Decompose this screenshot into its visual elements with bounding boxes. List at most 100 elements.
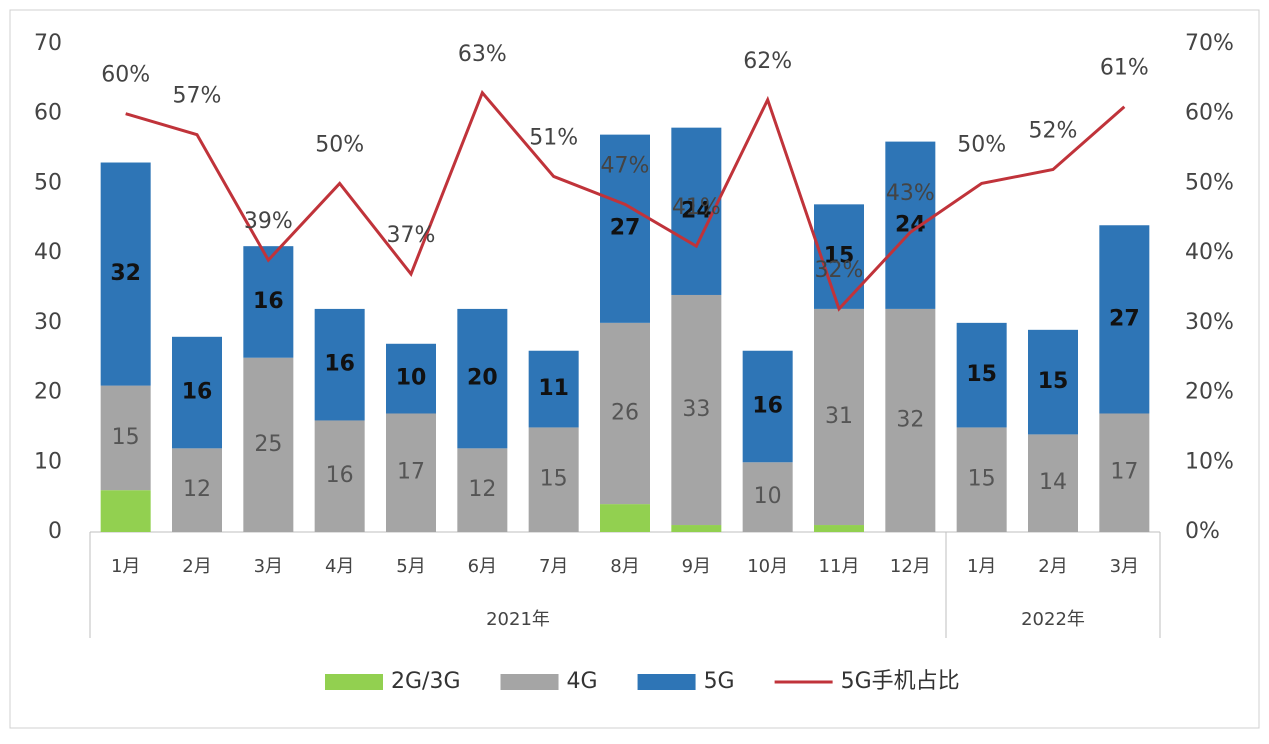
bar-label: 25 (254, 432, 282, 457)
x-tick-label: 7月 (539, 556, 568, 577)
bar-segment (172, 336, 222, 449)
legend-swatch (500, 674, 559, 690)
x-tick-label: 2月 (1038, 556, 1067, 577)
group-label: 2022年 (1021, 609, 1085, 630)
line-label: 50% (315, 132, 364, 157)
line-label: 47% (601, 153, 650, 178)
bar-label: 32 (896, 407, 924, 432)
y-tick-label: 70 (34, 31, 62, 56)
line-label: 41% (672, 195, 721, 220)
bar-segment (814, 308, 864, 526)
bar-label: 20 (467, 366, 498, 391)
y2-tick-label: 40% (1185, 240, 1234, 265)
bar-label: 14 (1039, 470, 1067, 495)
y-tick-label: 50 (34, 170, 62, 195)
bar-segment (528, 350, 579, 428)
line-label: 39% (244, 209, 293, 234)
bar-segment (1099, 225, 1150, 414)
group-label: 2021年 (486, 609, 550, 630)
legend-swatch (325, 674, 383, 690)
bar-segment (742, 350, 793, 463)
bar-label: 31 (825, 404, 853, 429)
bar-label: 27 (610, 216, 641, 241)
bar-segment (100, 490, 151, 532)
x-tick-label: 3月 (1110, 556, 1139, 577)
line-label: 51% (529, 125, 578, 150)
bar-segment (243, 246, 294, 358)
x-tick-label: 8月 (610, 556, 639, 577)
line-label: 63% (458, 42, 507, 67)
bar-segment (100, 385, 151, 491)
line-label: 57% (173, 84, 222, 109)
bar-label: 12 (468, 477, 496, 502)
bar-segment (457, 448, 508, 532)
line-label: 61% (1100, 56, 1149, 81)
bar-label: 16 (324, 352, 355, 377)
bar-label: 15 (968, 467, 996, 492)
legend-label: 5G手机占比 (841, 669, 960, 694)
bar-segment (885, 308, 936, 532)
y2-tick-label: 60% (1185, 101, 1234, 126)
bar-label: 16 (326, 463, 354, 488)
bar-segment (600, 134, 650, 323)
bar-label: 27 (1109, 306, 1140, 331)
bar-segment (600, 322, 650, 505)
legend-label: 4G (567, 669, 598, 694)
bar-segment (600, 504, 650, 532)
legend-swatch (637, 674, 696, 690)
x-tick-label: 6月 (468, 556, 497, 577)
y-tick-label: 10 (34, 449, 62, 474)
bar-segment (457, 308, 508, 449)
line-label: 43% (886, 181, 935, 206)
bar-segment (1028, 329, 1078, 435)
bar-segment (671, 525, 722, 532)
bar-label: 17 (397, 460, 425, 485)
bar-segment (100, 162, 151, 386)
y2-tick-label: 10% (1185, 449, 1234, 474)
bar-label: 15 (966, 362, 997, 387)
bar-label: 26 (611, 400, 639, 425)
x-tick-label: 5月 (396, 556, 425, 577)
bar-label: 16 (253, 289, 284, 314)
bar-segment (671, 294, 722, 526)
x-tick-label: 9月 (682, 556, 711, 577)
bar-label: 16 (182, 380, 213, 405)
bar-segment (1099, 413, 1150, 532)
legend-label: 5G (704, 669, 735, 694)
bar-segment (243, 357, 294, 532)
y-tick-label: 0 (48, 519, 62, 544)
y2-tick-label: 0% (1185, 519, 1220, 544)
bar-label: 33 (682, 397, 710, 422)
y-tick-label: 60 (34, 101, 62, 126)
y2-tick-label: 50% (1185, 170, 1234, 195)
y-tick-label: 40 (34, 240, 62, 265)
y2-tick-label: 70% (1185, 31, 1234, 56)
x-tick-label: 11月 (819, 556, 860, 577)
bar-label: 10 (754, 484, 782, 509)
bar-label: 16 (752, 394, 783, 419)
y2-tick-label: 30% (1185, 310, 1234, 335)
line-label: 50% (957, 132, 1006, 157)
bar-segment (314, 420, 365, 532)
bar-segment (172, 448, 222, 532)
bar-label: 12 (183, 477, 211, 502)
line-label: 52% (1029, 118, 1078, 143)
bar-label: 32 (110, 261, 141, 286)
bar-segment (956, 322, 1007, 428)
line (125, 89, 1126, 312)
x-tick-label: 10月 (747, 556, 788, 577)
x-tick-label: 12月 (890, 556, 931, 577)
bar-label: 15 (1038, 369, 1069, 394)
bar-segment (814, 525, 864, 532)
bar-segment (314, 308, 365, 421)
bar-segment (956, 427, 1007, 532)
x-tick-label: 1月 (967, 556, 996, 577)
line-label: 62% (743, 49, 792, 74)
bar-segment (1028, 434, 1078, 532)
bar-label: 24 (681, 198, 712, 223)
bar-segment (885, 141, 936, 309)
bar-segment (386, 413, 436, 532)
legend-label: 2G/3G (391, 669, 461, 694)
